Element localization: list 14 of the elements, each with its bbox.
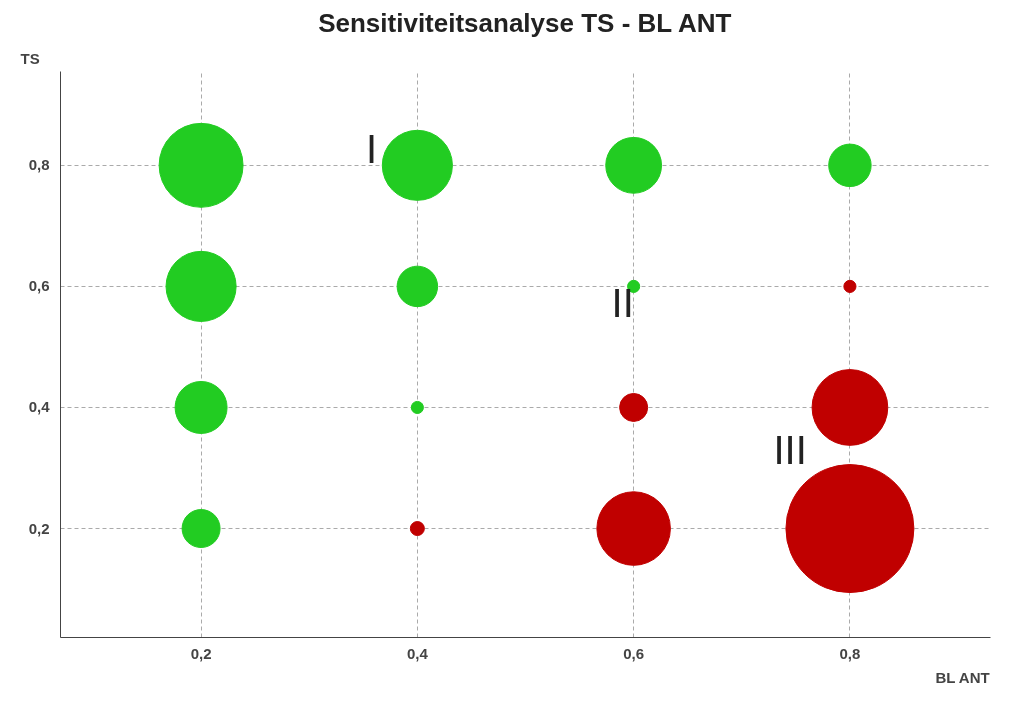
x-tick-label: 0,2 <box>190 644 212 662</box>
x-axis-title: BL ANT <box>935 668 990 686</box>
annotation: II <box>611 280 634 325</box>
chart-title: Sensitiviteitsanalyse TS - BL ANT <box>318 7 732 38</box>
y-tick-label: 0,6 <box>28 277 50 295</box>
x-tick-label: 0,4 <box>406 644 429 662</box>
y-tick-label: 0,2 <box>28 519 50 537</box>
y-tick-label: 0,4 <box>28 398 51 416</box>
annotation: III <box>773 428 807 472</box>
x-tick-label: 0,6 <box>623 644 645 662</box>
y-axis-title: TS <box>20 49 40 67</box>
annotation: I <box>366 127 378 172</box>
y-tick-label: 0,8 <box>28 156 50 174</box>
x-tick-label: 0,8 <box>839 644 861 662</box>
